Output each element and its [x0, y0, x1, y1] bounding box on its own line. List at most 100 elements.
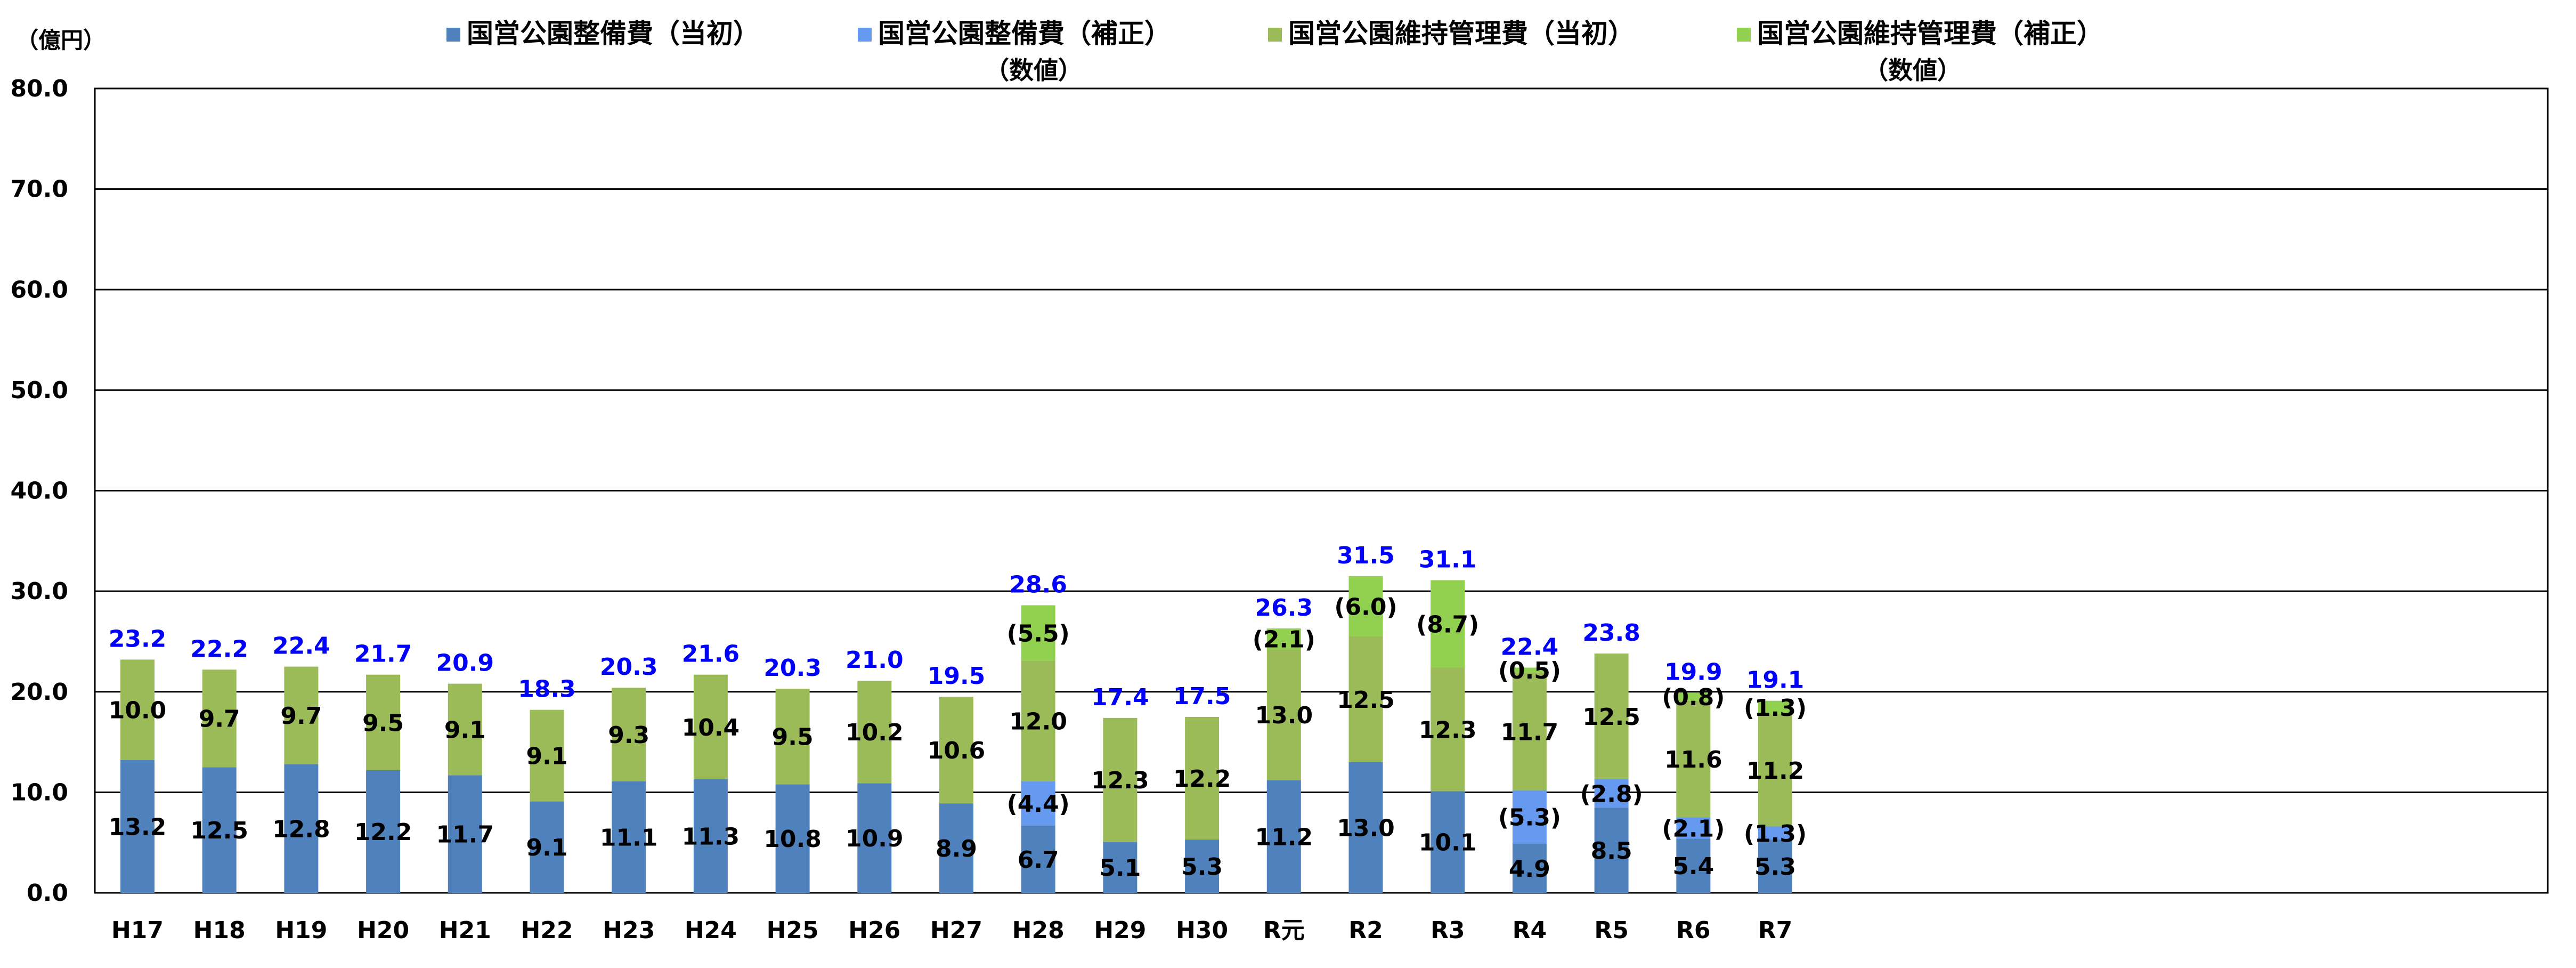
bar-segment	[1512, 843, 1547, 893]
total-label: 22.4	[1501, 633, 1559, 660]
bar-segment	[1431, 580, 1465, 668]
total-label: 22.4	[272, 633, 330, 660]
bar-segment	[120, 760, 155, 893]
bar-segment	[1348, 762, 1383, 893]
bar-segment	[1594, 779, 1629, 808]
y-tick-label: 80.0	[10, 75, 68, 102]
bar-segment	[775, 784, 810, 893]
x-tick-label: H27	[930, 917, 982, 944]
total-label: 21.0	[846, 647, 904, 674]
x-tick-label: H25	[767, 917, 819, 944]
x-tick-label: H28	[1012, 917, 1064, 944]
bar-segment	[1512, 672, 1547, 790]
bar-segment	[1348, 636, 1383, 762]
bar-segment	[1512, 667, 1547, 673]
data-label: 11.1	[600, 824, 658, 851]
data-label: (4.4)	[1007, 790, 1070, 818]
data-label: 10.1	[1419, 829, 1477, 857]
data-label: 12.5	[1337, 687, 1395, 714]
x-tick-label: R6	[1676, 917, 1711, 944]
total-label: 31.5	[1337, 542, 1395, 569]
total-label: 19.9	[1664, 659, 1722, 686]
x-tick-label: H18	[193, 917, 246, 944]
bar-segment	[202, 669, 237, 768]
bar-segment	[1185, 716, 1220, 840]
data-label: (6.0)	[1334, 593, 1397, 620]
bar-segment	[693, 779, 728, 893]
x-tick-label: H20	[357, 917, 409, 944]
bar-segment	[202, 767, 237, 893]
bar-segment	[939, 803, 973, 893]
bar-segment	[1021, 660, 1055, 781]
data-label: 9.1	[526, 743, 568, 770]
bar-segment	[857, 681, 892, 784]
bar-segment	[284, 764, 319, 893]
x-tick-label: H24	[685, 917, 737, 944]
total-label: 21.7	[354, 641, 412, 668]
total-label: 31.1	[1419, 546, 1477, 573]
data-label: 9.7	[280, 703, 322, 730]
x-tick-label: H17	[111, 917, 164, 944]
bar-segment	[1676, 700, 1711, 818]
data-label: 12.3	[1091, 767, 1149, 794]
data-label: 12.0	[1009, 708, 1067, 735]
data-label: 10.8	[763, 826, 822, 853]
bar-segment	[1758, 714, 1792, 827]
bar-segment	[1758, 700, 1792, 714]
data-label: 8.9	[936, 835, 977, 862]
data-label: 13.0	[1337, 814, 1395, 842]
bar-segment	[1676, 817, 1711, 839]
x-tick-label: R2	[1348, 917, 1383, 944]
x-tick-label: R7	[1758, 917, 1793, 944]
bar-segment	[1348, 576, 1383, 637]
bar-segment	[448, 775, 482, 893]
bar-segment	[1103, 841, 1137, 893]
total-label: 20.3	[600, 654, 658, 681]
data-label: 10.4	[682, 714, 740, 741]
data-label: 11.6	[1664, 746, 1722, 773]
bar-segment	[448, 683, 482, 776]
total-label: 18.3	[518, 676, 576, 703]
data-label: 12.5	[1582, 704, 1640, 731]
legend-swatch	[446, 28, 460, 42]
y-axis-label: （億円）	[16, 27, 105, 53]
bar-segment	[1431, 791, 1465, 893]
bar-segment	[1266, 780, 1301, 893]
bar-segment	[1021, 781, 1055, 826]
data-label: 12.2	[354, 819, 412, 846]
bar-segment	[775, 689, 810, 785]
legend-label: 国営公園整備費（補正）	[878, 18, 1171, 49]
data-label: 9.1	[526, 834, 568, 861]
data-label: 5.1	[1099, 854, 1141, 882]
bar-segment	[1431, 667, 1465, 792]
y-tick-label: 30.0	[10, 578, 68, 605]
y-tick-label: 60.0	[10, 276, 68, 303]
data-label: 12.2	[1173, 765, 1231, 793]
bar-segment	[1021, 825, 1055, 893]
total-label: 22.2	[190, 635, 248, 663]
data-label: 5.3	[1754, 853, 1796, 881]
total-label: 20.3	[763, 655, 822, 682]
x-tick-label: H19	[275, 917, 327, 944]
data-label: 11.2	[1746, 757, 1805, 785]
data-label: (8.7)	[1416, 611, 1479, 638]
bar-segment	[530, 709, 564, 802]
data-label: 11.2	[1255, 824, 1313, 851]
y-tick-label: 70.0	[10, 176, 68, 203]
data-label: 13.2	[109, 814, 167, 841]
total-label: 26.3	[1255, 594, 1313, 622]
bar-segment	[1512, 790, 1547, 844]
data-label: 10.2	[846, 719, 904, 746]
bar-segment	[120, 659, 155, 761]
x-tick-label: H30	[1176, 917, 1228, 944]
data-label: 4.9	[1509, 856, 1550, 883]
data-label: 13.0	[1255, 702, 1313, 729]
bar-segment	[857, 783, 892, 893]
data-label: 8.5	[1591, 837, 1632, 865]
data-label: 9.5	[362, 709, 404, 737]
bar-segment	[530, 801, 564, 893]
data-label: (2.1)	[1253, 626, 1315, 654]
data-label: 9.3	[608, 722, 649, 749]
data-label: 12.8	[272, 816, 330, 843]
